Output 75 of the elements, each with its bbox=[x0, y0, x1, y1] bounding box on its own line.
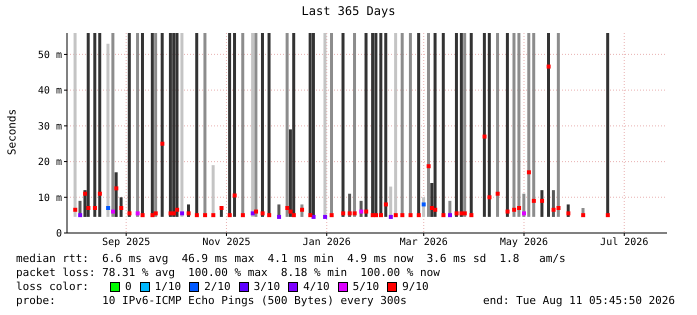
bar bbox=[517, 33, 520, 217]
x-tick-label: Jan 2026 bbox=[302, 237, 351, 248]
point bbox=[111, 210, 116, 214]
legend-label: 1/10 bbox=[154, 280, 182, 293]
bar bbox=[111, 33, 114, 217]
bar bbox=[482, 33, 486, 217]
bar bbox=[512, 33, 516, 217]
bar bbox=[488, 33, 491, 217]
point bbox=[448, 213, 452, 218]
bar bbox=[556, 33, 560, 217]
legend-label: 4/10 bbox=[303, 280, 330, 293]
point bbox=[136, 211, 140, 216]
bar bbox=[342, 33, 345, 217]
bar bbox=[106, 44, 110, 217]
text: probe: 10 IPv6-ICMP Echo Pings (500 Bytes) every 300s bbox=[16, 294, 407, 307]
bar bbox=[384, 33, 388, 217]
bar bbox=[312, 33, 315, 217]
chart-title: Last 365 Days bbox=[300, 4, 396, 18]
legend-label: 2/10 bbox=[204, 280, 231, 293]
bar bbox=[286, 33, 289, 217]
text: median rtt: 6.6 ms avg 46.9 ms max 4.1 ms min 4.9 ms now 3.6 ms sd 1.8 am/s bbox=[16, 252, 566, 265]
legend-label: 0 bbox=[125, 280, 132, 293]
bar bbox=[364, 33, 368, 217]
point bbox=[106, 206, 110, 210]
bar bbox=[506, 33, 509, 217]
y-tick-label: 30 m bbox=[38, 121, 62, 132]
bar bbox=[260, 33, 264, 217]
text: end: Tue Aug 11 05:45:50 2026 bbox=[483, 294, 676, 307]
y-tick-label: 50 m bbox=[38, 50, 62, 61]
point bbox=[422, 202, 426, 206]
bar bbox=[172, 33, 176, 217]
bar bbox=[389, 186, 392, 217]
bar bbox=[175, 33, 178, 217]
bar bbox=[86, 33, 90, 217]
bar bbox=[547, 33, 550, 217]
bar bbox=[160, 33, 164, 217]
point bbox=[180, 211, 184, 216]
bar bbox=[323, 33, 326, 217]
bar bbox=[254, 33, 258, 217]
bar bbox=[233, 33, 236, 217]
legend-label: 5/10 bbox=[352, 280, 380, 293]
bar bbox=[496, 33, 500, 217]
bar bbox=[460, 33, 463, 217]
x-tick-label: Nov 2025 bbox=[202, 237, 251, 248]
bar bbox=[180, 33, 184, 217]
bar bbox=[463, 33, 466, 217]
x-tick-label: May 2026 bbox=[500, 237, 548, 248]
bar bbox=[74, 33, 77, 217]
y-tick-label: 20 m bbox=[38, 157, 62, 168]
bar bbox=[168, 33, 172, 217]
bar bbox=[154, 33, 158, 217]
bar bbox=[353, 33, 356, 217]
y-tick-label: 0 bbox=[56, 228, 62, 240]
text: packet loss: 78.31 % avg 100.00 % max 8.18 % min 100.00 % now bbox=[16, 266, 440, 279]
x-tick-label: Mar 2026 bbox=[400, 237, 448, 248]
y-tick-label: 10 m bbox=[38, 192, 62, 204]
point bbox=[78, 213, 82, 218]
legend-label: 9/10 bbox=[402, 280, 429, 293]
bar bbox=[136, 33, 140, 217]
bar bbox=[251, 33, 254, 217]
legend-title: loss color: bbox=[16, 280, 90, 293]
x-tick-label: Jul 2026 bbox=[600, 237, 648, 248]
bar bbox=[427, 33, 430, 217]
bar bbox=[434, 33, 437, 217]
bar bbox=[128, 33, 131, 217]
point bbox=[323, 214, 328, 219]
y-axis-title: Seconds bbox=[6, 108, 18, 156]
point bbox=[522, 211, 526, 216]
point bbox=[388, 214, 393, 219]
point bbox=[359, 210, 364, 214]
bar bbox=[454, 33, 458, 217]
y-tick-label: 40 m bbox=[38, 86, 62, 97]
x-tick-label: Sep 2025 bbox=[102, 237, 150, 248]
point bbox=[277, 214, 282, 219]
legend-label: 3/10 bbox=[254, 280, 280, 293]
